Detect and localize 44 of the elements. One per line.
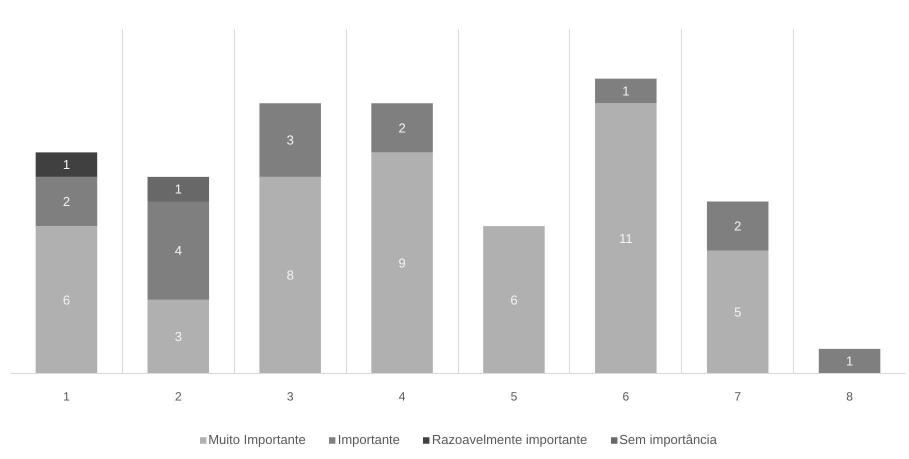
bar bbox=[371, 103, 433, 152]
data-label: 1 bbox=[846, 354, 854, 369]
bar bbox=[148, 202, 210, 300]
bar bbox=[259, 176, 321, 374]
x-tick-label: 5 bbox=[510, 390, 518, 404]
data-label: 5 bbox=[734, 304, 742, 320]
legend-label: Importante bbox=[338, 432, 400, 447]
data-label: 9 bbox=[398, 255, 406, 270]
data-label: 2 bbox=[398, 120, 406, 136]
bar bbox=[595, 78, 657, 104]
x-tick-label: 6 bbox=[622, 390, 630, 404]
bar bbox=[595, 103, 657, 374]
bar bbox=[148, 176, 210, 202]
data-label: 1 bbox=[62, 157, 70, 172]
x-tick-label: 2 bbox=[174, 390, 182, 404]
x-tick-label: 4 bbox=[398, 390, 406, 404]
bar bbox=[148, 300, 210, 374]
legend-label: Razoavelmente importante bbox=[432, 432, 588, 447]
bar bbox=[36, 226, 98, 374]
bar bbox=[706, 202, 768, 251]
x-tick-label: 8 bbox=[846, 390, 854, 404]
bar bbox=[706, 250, 768, 374]
data-label: 6 bbox=[62, 292, 70, 308]
bar bbox=[818, 348, 880, 374]
legend-label: Muito Importante bbox=[208, 432, 306, 447]
legend-label: Sem importância bbox=[619, 432, 717, 447]
data-label: 3 bbox=[286, 132, 294, 148]
data-label: 3 bbox=[174, 329, 182, 344]
bar bbox=[371, 152, 433, 374]
x-tick-label: 1 bbox=[63, 390, 70, 404]
data-label: 8 bbox=[286, 268, 294, 283]
data-label: 11 bbox=[619, 230, 633, 246]
data-label: 1 bbox=[622, 83, 630, 98]
bar bbox=[36, 152, 98, 177]
data-label: 6 bbox=[510, 292, 518, 308]
bar bbox=[36, 176, 98, 226]
data-label: 2 bbox=[62, 194, 70, 209]
x-tick-label: 3 bbox=[286, 390, 294, 404]
bar bbox=[259, 103, 321, 177]
bar bbox=[483, 226, 545, 374]
x-tick-label: 7 bbox=[734, 390, 742, 404]
data-label: 1 bbox=[174, 182, 182, 197]
data-label: 2 bbox=[734, 218, 742, 234]
data-label: 4 bbox=[174, 243, 182, 258]
